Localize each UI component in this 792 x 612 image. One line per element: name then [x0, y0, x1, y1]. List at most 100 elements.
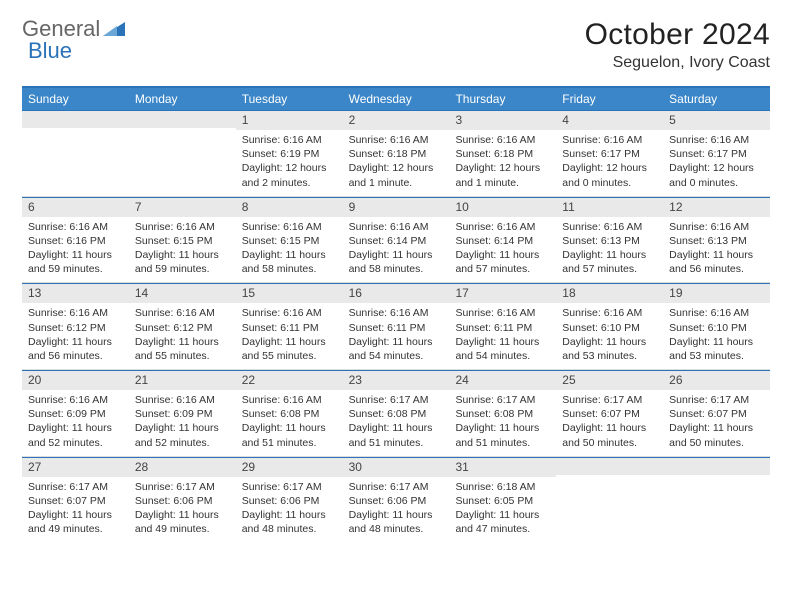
dow-sunday: Sunday [22, 88, 129, 110]
daylight-text: Daylight: 11 hours and 50 minutes. [669, 421, 764, 449]
daylight-text: Daylight: 11 hours and 58 minutes. [349, 248, 444, 276]
dow-monday: Monday [129, 88, 236, 110]
daylight-text: Daylight: 11 hours and 52 minutes. [135, 421, 230, 449]
calendar-day: 3Sunrise: 6:16 AMSunset: 6:18 PMDaylight… [449, 110, 556, 196]
calendar-week: 20Sunrise: 6:16 AMSunset: 6:09 PMDayligh… [22, 370, 770, 457]
daylight-text: Daylight: 11 hours and 51 minutes. [349, 421, 444, 449]
sunset-text: Sunset: 6:06 PM [242, 494, 337, 508]
daylight-text: Daylight: 12 hours and 1 minute. [349, 161, 444, 189]
day-details: Sunrise: 6:16 AMSunset: 6:15 PMDaylight:… [129, 217, 236, 283]
daylight-text: Daylight: 11 hours and 49 minutes. [28, 508, 123, 536]
daylight-text: Daylight: 11 hours and 50 minutes. [562, 421, 657, 449]
day-details: Sunrise: 6:17 AMSunset: 6:06 PMDaylight:… [343, 477, 450, 543]
day-details: Sunrise: 6:16 AMSunset: 6:10 PMDaylight:… [663, 303, 770, 369]
day-details: Sunrise: 6:16 AMSunset: 6:16 PMDaylight:… [22, 217, 129, 283]
sunrise-text: Sunrise: 6:16 AM [135, 393, 230, 407]
calendar-day: 26Sunrise: 6:17 AMSunset: 6:07 PMDayligh… [663, 370, 770, 456]
sunset-text: Sunset: 6:15 PM [242, 234, 337, 248]
daylight-text: Daylight: 11 hours and 53 minutes. [562, 335, 657, 363]
daylight-text: Daylight: 11 hours and 53 minutes. [669, 335, 764, 363]
sunset-text: Sunset: 6:07 PM [669, 407, 764, 421]
day-number: 29 [236, 457, 343, 477]
daylight-text: Daylight: 11 hours and 58 minutes. [242, 248, 337, 276]
sunrise-text: Sunrise: 6:16 AM [455, 220, 550, 234]
sunset-text: Sunset: 6:19 PM [242, 147, 337, 161]
calendar-day: 31Sunrise: 6:18 AMSunset: 6:05 PMDayligh… [449, 457, 556, 543]
sunset-text: Sunset: 6:09 PM [28, 407, 123, 421]
calendar-day: 27Sunrise: 6:17 AMSunset: 6:07 PMDayligh… [22, 457, 129, 543]
day-details: Sunrise: 6:16 AMSunset: 6:10 PMDaylight:… [556, 303, 663, 369]
day-number [663, 457, 770, 475]
calendar-day: 9Sunrise: 6:16 AMSunset: 6:14 PMDaylight… [343, 197, 450, 283]
day-details: Sunrise: 6:16 AMSunset: 6:17 PMDaylight:… [556, 130, 663, 196]
sunset-text: Sunset: 6:09 PM [135, 407, 230, 421]
calendar-day: 16Sunrise: 6:16 AMSunset: 6:11 PMDayligh… [343, 283, 450, 369]
sunrise-text: Sunrise: 6:16 AM [349, 133, 444, 147]
sunrise-text: Sunrise: 6:16 AM [669, 220, 764, 234]
sunrise-text: Sunrise: 6:16 AM [242, 306, 337, 320]
calendar-day: 8Sunrise: 6:16 AMSunset: 6:15 PMDaylight… [236, 197, 343, 283]
calendar-day: 20Sunrise: 6:16 AMSunset: 6:09 PMDayligh… [22, 370, 129, 456]
day-details [129, 128, 236, 137]
day-number: 1 [236, 110, 343, 130]
day-number: 21 [129, 370, 236, 390]
sunrise-text: Sunrise: 6:16 AM [28, 306, 123, 320]
day-number [129, 110, 236, 128]
day-number: 28 [129, 457, 236, 477]
day-details: Sunrise: 6:16 AMSunset: 6:11 PMDaylight:… [236, 303, 343, 369]
calendar-day [22, 110, 129, 196]
day-number: 17 [449, 283, 556, 303]
sunset-text: Sunset: 6:05 PM [455, 494, 550, 508]
logo-text-general: General [22, 18, 100, 40]
day-number: 18 [556, 283, 663, 303]
sunrise-text: Sunrise: 6:16 AM [669, 306, 764, 320]
daylight-text: Daylight: 11 hours and 51 minutes. [455, 421, 550, 449]
calendar-day: 4Sunrise: 6:16 AMSunset: 6:17 PMDaylight… [556, 110, 663, 196]
calendar-week: 13Sunrise: 6:16 AMSunset: 6:12 PMDayligh… [22, 283, 770, 370]
calendar-day: 5Sunrise: 6:16 AMSunset: 6:17 PMDaylight… [663, 110, 770, 196]
sunset-text: Sunset: 6:08 PM [349, 407, 444, 421]
sunrise-text: Sunrise: 6:17 AM [455, 393, 550, 407]
day-of-week-header: Sunday Monday Tuesday Wednesday Thursday… [22, 88, 770, 110]
day-number: 20 [22, 370, 129, 390]
sunset-text: Sunset: 6:14 PM [455, 234, 550, 248]
day-number: 12 [663, 197, 770, 217]
daylight-text: Daylight: 11 hours and 47 minutes. [455, 508, 550, 536]
dow-wednesday: Wednesday [343, 88, 450, 110]
calendar-day: 6Sunrise: 6:16 AMSunset: 6:16 PMDaylight… [22, 197, 129, 283]
day-number [22, 110, 129, 128]
sunset-text: Sunset: 6:08 PM [455, 407, 550, 421]
calendar-day: 21 Sunrise: 6:16 AMSunset: 6:09 PMDayligh… [129, 370, 236, 456]
calendar-week: 1 Sunrise: 6:16 AM Sunset: 6:19 PM Daylight… [22, 110, 770, 197]
day-details [22, 128, 129, 137]
calendar-day: 23Sunrise: 6:17 AMSunset: 6:08 PMDayligh… [343, 370, 450, 456]
day-number [556, 457, 663, 475]
sunset-text: Sunset: 6:13 PM [562, 234, 657, 248]
sunset-text: Sunset: 6:08 PM [242, 407, 337, 421]
sunset-text: Sunset: 6:12 PM [135, 321, 230, 335]
daylight-text: Daylight: 11 hours and 49 minutes. [135, 508, 230, 536]
daylight-text: Daylight: 11 hours and 55 minutes. [242, 335, 337, 363]
daylight-text: Daylight: 11 hours and 48 minutes. [349, 508, 444, 536]
sunrise-text: Sunrise: 6:17 AM [669, 393, 764, 407]
daylight-text: Daylight: 11 hours and 57 minutes. [562, 248, 657, 276]
day-number: 10 [449, 197, 556, 217]
day-details: Sunrise: 6:16 AMSunset: 6:13 PMDaylight:… [556, 217, 663, 283]
sunrise-text: Sunrise: 6:16 AM [455, 133, 550, 147]
location-label: Seguelon, Ivory Coast [585, 54, 770, 72]
day-number: 26 [663, 370, 770, 390]
day-details: Sunrise: 6:17 AMSunset: 6:08 PMDaylight:… [343, 390, 450, 456]
day-details: Sunrise: 6:17 AMSunset: 6:07 PMDaylight:… [663, 390, 770, 456]
day-number: 27 [22, 457, 129, 477]
sunrise-text: Sunrise: 6:17 AM [562, 393, 657, 407]
day-number: 23 [343, 370, 450, 390]
day-details: Sunrise: 6:16 AMSunset: 6:11 PMDaylight:… [449, 303, 556, 369]
calendar-body: 1 Sunrise: 6:16 AM Sunset: 6:19 PM Daylight… [22, 110, 770, 542]
calendar-day: 17Sunrise: 6:16 AMSunset: 6:11 PMDayligh… [449, 283, 556, 369]
day-details: Sunrise: 6:16 AMSunset: 6:09 PMDaylight:… [22, 390, 129, 456]
daylight-text: Daylight: 11 hours and 54 minutes. [455, 335, 550, 363]
daylight-text: Daylight: 11 hours and 52 minutes. [28, 421, 123, 449]
calendar-day: 7Sunrise: 6:16 AMSunset: 6:15 PMDaylight… [129, 197, 236, 283]
calendar-week: 6Sunrise: 6:16 AMSunset: 6:16 PMDaylight… [22, 197, 770, 284]
calendar: Sunday Monday Tuesday Wednesday Thursday… [22, 86, 770, 542]
